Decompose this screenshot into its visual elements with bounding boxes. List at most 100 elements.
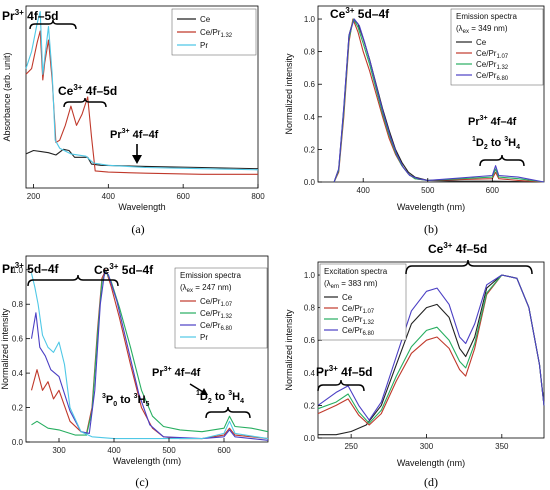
legend-label-a-ce: Ce — [200, 15, 211, 24]
legend-c: Emission spectra (λex = 247 nm) Ce/Pr1.0… — [174, 267, 268, 349]
legend-label-c-1: Ce/Pr1.07 — [200, 297, 233, 308]
legend-label-d-2: Ce/Pr1.32 — [342, 315, 375, 326]
x-tick-label-d: 350 — [495, 442, 509, 451]
y-axis-label-c: Normalized intensity — [0, 308, 10, 390]
panel-b: 400 500 600 0.0 0.2 0.4 0.6 0.8 1.0 Wavelength (… — [284, 5, 545, 236]
annotation-b-ce-5d4f: Ce3+ 5d–4f — [330, 6, 390, 21]
y-tick-label-c: 0.6 — [12, 335, 24, 344]
y-tick-label-d: 0.6 — [304, 336, 316, 345]
x-axis-label-c: Wavelength (nm) — [113, 456, 181, 466]
x-tick-label-a: 800 — [251, 192, 265, 201]
annotation-a-ce-4f5d: Ce3+ 4f–5d — [58, 83, 117, 98]
y-tick-label-c: 0.4 — [12, 369, 24, 378]
y-tick-label-d: 0.4 — [304, 369, 316, 378]
y-tick-label-b: 0.4 — [304, 113, 316, 122]
caption-d: (d) — [424, 475, 438, 489]
plot-area-d — [317, 274, 545, 436]
x-tick-label-b: 500 — [421, 186, 435, 195]
y-axis-label-a: Absorbance (arb. unit) — [2, 52, 12, 141]
legend-label-b-1: Ce/Pr1.07 — [476, 49, 509, 60]
x-tick-label-a: 400 — [102, 192, 116, 201]
legend-label-c-4: Pr — [200, 333, 208, 342]
plot-area-a — [25, 11, 259, 175]
axis-ticks-b: 400 500 600 0.0 0.2 0.4 0.6 0.8 1.0 — [304, 15, 500, 195]
annotation-c-pr-5d4f: Pr3+ 5d–4f — [2, 261, 59, 276]
x-tick-label-a: 200 — [27, 192, 41, 201]
arrow-c-shaft — [189, 383, 204, 393]
bracket-d-pr — [317, 379, 365, 392]
bracket-c-pr — [27, 274, 119, 287]
y-tick-label-b: 1.0 — [304, 15, 316, 24]
arrow-a-head-icon — [132, 155, 142, 164]
y-axis-label-b: Normalized intensity — [284, 53, 294, 135]
y-tick-label-c: 0.2 — [12, 404, 24, 413]
axis-ticks-d: 250 300 350 0.0 0.2 0.4 0.6 0.8 1.0 — [304, 271, 509, 451]
x-tick-label-c: 500 — [162, 446, 176, 455]
y-tick-label-d: 0.0 — [304, 434, 316, 443]
legend-label-a-cepr: Ce/Pr1.32 — [200, 28, 233, 39]
annotation-d-pr-4f5d: Pr3+ 4f–5d — [316, 364, 373, 379]
annotation-b-1d2-3h4: 1D2 to 3H4 — [472, 136, 520, 151]
panel-d: 250 300 350 0.0 0.2 0.4 0.6 0.8 1.0 Wavelength (… — [284, 241, 545, 489]
x-tick-label-d: 300 — [420, 442, 434, 451]
legend-a: Ce Ce/Pr1.32 Pr — [171, 8, 257, 56]
legend-box-d — [319, 263, 407, 341]
legend-b: Emission spectra (λex = 349 nm) Ce Ce/Pr… — [450, 8, 544, 86]
panel-a: 200 400 600 800 Wavelength Absorbance (arb.… — [2, 5, 265, 236]
annotation-a-pr-4f4f: Pr3+ 4f–4f — [110, 128, 159, 141]
legend-box-b — [450, 8, 544, 86]
y-tick-label-d: 0.2 — [304, 401, 316, 410]
legend-subtitle-b: (λex = 349 nm) — [456, 24, 508, 35]
x-axis-label-d: Wavelength (nm) — [397, 458, 465, 468]
x-axis-label-b: Wavelength (nm) — [397, 202, 465, 212]
series-line-a-2 — [25, 11, 259, 171]
legend-label-b-2: Ce/Pr1.32 — [476, 60, 509, 71]
bracket-c-1d2 — [205, 406, 251, 419]
annotation-c-ce-5d4f: Ce3+ 5d–4f — [94, 262, 154, 277]
x-tick-label-b: 400 — [357, 186, 371, 195]
y-tick-label-d: 1.0 — [304, 271, 316, 280]
x-tick-label-d: 250 — [344, 442, 358, 451]
series-line-a-0 — [25, 148, 259, 170]
bracket-d-ce — [405, 259, 533, 275]
y-tick-label-c: 0.8 — [12, 300, 24, 309]
legend-label-c-3: Ce/Pr6.80 — [200, 321, 233, 332]
y-axis-label-d: Normalized intensity — [284, 309, 294, 391]
series-line-c-3 — [30, 273, 269, 440]
y-tick-label-b: 0.6 — [304, 80, 316, 89]
x-tick-label-c: 400 — [107, 446, 121, 455]
legend-title-d: Excitation spectra — [324, 267, 388, 276]
legend-label-b-3: Ce/Pr6.80 — [476, 71, 509, 82]
series-line-d-3 — [317, 274, 545, 421]
caption-b: (b) — [424, 222, 438, 236]
plot-area-c — [30, 269, 269, 441]
x-tick-label-c: 300 — [52, 446, 66, 455]
legend-subtitle-c: (λex = 247 nm) — [180, 283, 232, 294]
annotation-b-pr-4f4f: Pr3+ 4f–4f — [468, 115, 517, 128]
legend-label-a-pr: Pr — [200, 41, 208, 50]
panel-c: 300 400 500 600 0.0 0.2 0.4 0.6 0.8 1.0 Wavelengt… — [0, 255, 269, 489]
annotation-d-ce-4f5d: Ce3+ 4f–5d — [428, 241, 487, 256]
arrow-c-head-icon — [200, 388, 208, 395]
legend-d: Excitation spectra (λem = 383 nm) Ce Ce/… — [319, 263, 407, 341]
y-tick-label-b: 0.0 — [304, 178, 316, 187]
axis-ticks-c: 300 400 500 600 0.0 0.2 0.4 0.6 0.8 1.0 — [12, 266, 231, 455]
legend-label-d-1: Ce/Pr1.07 — [342, 304, 375, 315]
x-ticks-a: 200 400 600 800 — [27, 184, 265, 201]
bracket-a-pr — [29, 19, 77, 30]
x-tick-label-c: 600 — [217, 446, 231, 455]
series-line-a-1 — [25, 30, 258, 175]
caption-c: (c) — [135, 475, 148, 489]
legend-title-b: Emission spectra — [456, 12, 517, 21]
annotation-c-pr-4f4f: Pr3+ 4f–4f — [152, 366, 201, 379]
annotation-a-pr-4f5d: Pr3+ 4f–5d — [2, 8, 59, 23]
y-tick-label-b: 0.2 — [304, 145, 316, 154]
x-tick-label-a: 600 — [176, 192, 190, 201]
plot-area-b — [333, 18, 545, 183]
x-tick-label-b: 600 — [486, 186, 500, 195]
legend-subtitle-d: (λem = 383 nm) — [324, 279, 378, 290]
annotation-c-3p0-3h5: 3P0 to 3H5 — [102, 393, 150, 408]
legend-box-c — [174, 267, 268, 349]
legend-label-b-ce: Ce — [476, 38, 487, 47]
